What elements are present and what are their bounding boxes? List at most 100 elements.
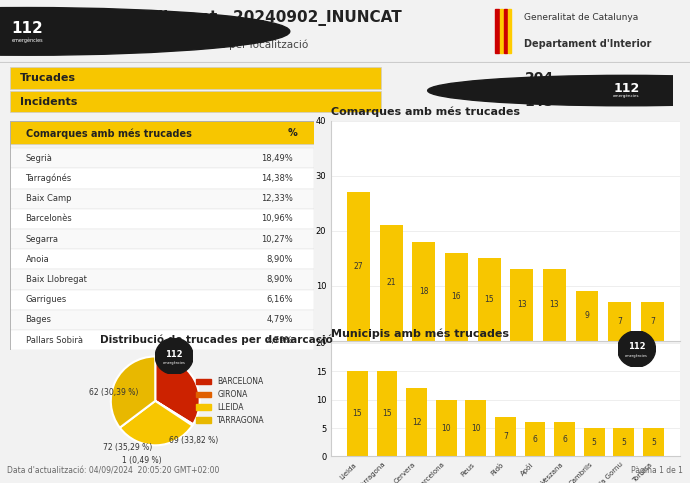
Text: Pàgina 1 de 1: Pàgina 1 de 1 — [631, 467, 683, 475]
Bar — [504, 9, 507, 54]
Text: 145: 145 — [524, 95, 553, 109]
Bar — [10, 121, 314, 144]
Text: Segarra: Segarra — [26, 235, 59, 243]
Bar — [466, 400, 486, 456]
Text: 10,96%: 10,96% — [261, 214, 293, 224]
Bar — [10, 249, 314, 270]
Text: 62 (30,39 %): 62 (30,39 %) — [88, 388, 138, 398]
Text: Barcelonès: Barcelonès — [26, 214, 72, 224]
Text: 12,33%: 12,33% — [261, 194, 293, 203]
Text: 8,90%: 8,90% — [266, 275, 293, 284]
Bar — [641, 302, 664, 341]
Bar — [406, 388, 427, 456]
Text: 18,49%: 18,49% — [261, 154, 293, 163]
Bar — [10, 91, 382, 113]
Bar — [500, 9, 503, 54]
Text: Tarragónés: Tarragónés — [26, 174, 72, 184]
Text: emergències: emergències — [12, 38, 43, 43]
Text: 1 (0,49 %): 1 (0,49 %) — [122, 456, 161, 465]
Bar — [413, 242, 435, 341]
Circle shape — [155, 338, 193, 374]
Bar — [377, 371, 397, 456]
Wedge shape — [120, 401, 193, 445]
Text: 16: 16 — [452, 292, 461, 301]
Circle shape — [618, 331, 656, 367]
Text: 7: 7 — [503, 432, 508, 441]
Text: 4,79%: 4,79% — [266, 315, 293, 325]
Wedge shape — [111, 356, 155, 427]
Text: Segrià: Segrià — [26, 154, 52, 163]
Text: emergències: emergències — [163, 361, 186, 365]
Bar — [10, 209, 314, 229]
Text: Anoia: Anoia — [26, 255, 49, 264]
Text: 112: 112 — [613, 82, 640, 95]
Text: Trucades: Trucades — [20, 72, 77, 83]
Legend: BARCELONA, GIRONA, LLEIDA, TARRAGONA: BARCELONA, GIRONA, LLEIDA, TARRAGONA — [193, 374, 268, 427]
Text: 15: 15 — [353, 410, 362, 418]
Bar — [10, 148, 314, 169]
Text: Bages: Bages — [26, 315, 52, 325]
Text: emergències: emergències — [613, 94, 640, 99]
Text: 7: 7 — [618, 317, 622, 326]
Bar — [643, 428, 664, 456]
Text: 9: 9 — [584, 311, 589, 320]
Text: 15: 15 — [484, 295, 494, 304]
Text: 6: 6 — [533, 435, 538, 444]
Text: 112: 112 — [628, 342, 645, 351]
Circle shape — [428, 75, 690, 106]
Text: 12: 12 — [412, 418, 422, 427]
Text: 10: 10 — [471, 424, 481, 433]
Text: 13: 13 — [550, 300, 559, 309]
Text: 13: 13 — [517, 300, 526, 309]
Text: Comarques amb més trucades: Comarques amb més trucades — [26, 128, 191, 139]
Bar — [575, 291, 598, 341]
Wedge shape — [155, 401, 193, 426]
Bar — [380, 225, 402, 341]
Bar — [477, 258, 500, 341]
Text: 10: 10 — [442, 424, 451, 433]
Text: 5: 5 — [622, 438, 627, 447]
Text: Garrigues: Garrigues — [26, 295, 67, 304]
Bar — [495, 417, 516, 456]
Bar — [495, 9, 499, 54]
Text: Pallars Sobirà: Pallars Sobirà — [26, 336, 83, 344]
Text: 5: 5 — [651, 438, 656, 447]
Text: Total de trucades i expedients per localització: Total de trucades i expedients per local… — [69, 40, 308, 50]
Bar — [511, 269, 533, 341]
Text: 204: 204 — [524, 71, 553, 85]
Text: 18: 18 — [419, 286, 428, 296]
Text: 69 (33,82 %): 69 (33,82 %) — [168, 436, 218, 445]
Text: %: % — [288, 128, 297, 138]
Text: 15: 15 — [382, 410, 392, 418]
Wedge shape — [155, 356, 199, 424]
Text: Baix Camp: Baix Camp — [26, 194, 71, 203]
Bar — [347, 371, 368, 456]
Bar — [10, 330, 314, 350]
Text: 6,16%: 6,16% — [266, 295, 293, 304]
Bar — [613, 428, 634, 456]
Text: Data d'actualització: 04/09/2024  20:05:20 GMT+02:00: Data d'actualització: 04/09/2024 20:05:2… — [7, 467, 219, 475]
Bar — [10, 169, 314, 189]
Bar — [524, 422, 545, 456]
Bar — [10, 310, 314, 330]
Text: Episodi Rellevant   20240902_INUNCAT: Episodi Rellevant 20240902_INUNCAT — [69, 10, 402, 26]
Text: 5: 5 — [592, 438, 597, 447]
Text: Comarques amb més trucades: Comarques amb més trucades — [331, 107, 520, 117]
Text: 21: 21 — [386, 278, 396, 287]
Text: Baix Llobregat: Baix Llobregat — [26, 275, 86, 284]
Bar — [445, 253, 468, 341]
Text: 27: 27 — [354, 262, 363, 271]
Text: 8,90%: 8,90% — [266, 255, 293, 264]
Text: 72 (35,29 %): 72 (35,29 %) — [103, 443, 152, 452]
Bar — [10, 67, 382, 88]
Bar — [508, 9, 511, 54]
Bar — [10, 189, 314, 209]
Bar — [10, 229, 314, 249]
Text: 14,38%: 14,38% — [261, 174, 293, 183]
Text: Generalitat de Catalunya: Generalitat de Catalunya — [524, 13, 639, 22]
Bar — [436, 400, 457, 456]
Bar — [10, 290, 314, 310]
Text: 10,27%: 10,27% — [261, 235, 293, 243]
Bar — [584, 428, 604, 456]
Text: emergències: emergències — [625, 354, 648, 358]
